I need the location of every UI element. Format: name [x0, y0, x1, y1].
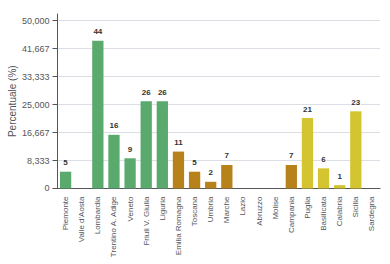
- svg-text:Lombardia: Lombardia: [93, 196, 102, 234]
- svg-text:2: 2: [208, 168, 213, 177]
- svg-text:Lazio: Lazio: [238, 196, 247, 216]
- svg-text:Marche: Marche: [222, 196, 231, 223]
- svg-text:11: 11: [174, 138, 183, 147]
- svg-text:Molise: Molise: [271, 196, 280, 220]
- svg-text:Puglia: Puglia: [303, 196, 312, 219]
- svg-text:50,000: 50,000: [22, 16, 50, 26]
- svg-text:26: 26: [158, 88, 167, 97]
- svg-text:Calabria: Calabria: [335, 196, 344, 226]
- svg-text:Sardegna: Sardegna: [367, 196, 376, 231]
- svg-text:8,333: 8,333: [27, 156, 50, 166]
- svg-text:Trentino A. Adige: Trentino A. Adige: [109, 196, 118, 257]
- svg-text:25,000: 25,000: [22, 100, 50, 110]
- svg-text:Liguria: Liguria: [158, 196, 167, 221]
- svg-text:5: 5: [192, 158, 197, 167]
- svg-text:44: 44: [93, 27, 102, 36]
- svg-text:Valle d'Aosta: Valle d'Aosta: [77, 196, 86, 242]
- svg-text:23: 23: [351, 98, 360, 107]
- svg-text:16,667: 16,667: [22, 128, 50, 138]
- svg-text:26: 26: [142, 88, 151, 97]
- svg-text:21: 21: [303, 105, 312, 114]
- svg-text:Emilia Romagna: Emilia Romagna: [174, 196, 183, 255]
- svg-text:Friuli V. Giulia: Friuli V. Giulia: [142, 196, 151, 246]
- svg-text:5: 5: [63, 158, 68, 167]
- svg-text:Abruzzo: Abruzzo: [255, 196, 264, 226]
- svg-text:7: 7: [225, 151, 230, 160]
- svg-text:33,333: 33,333: [22, 72, 50, 82]
- svg-text:Umbria: Umbria: [206, 196, 215, 222]
- svg-text:1: 1: [337, 172, 342, 181]
- svg-text:0: 0: [45, 183, 50, 193]
- svg-text:6: 6: [321, 155, 326, 164]
- svg-text:7: 7: [289, 151, 294, 160]
- svg-text:41,667: 41,667: [22, 44, 50, 54]
- svg-text:Sicilia: Sicilia: [351, 196, 360, 217]
- svg-text:Percentuale (%): Percentuale (%): [7, 65, 18, 137]
- svg-text:Basilicata: Basilicata: [319, 196, 328, 231]
- svg-text:Veneto: Veneto: [126, 196, 135, 221]
- svg-text:16: 16: [110, 121, 119, 130]
- svg-text:9: 9: [128, 145, 133, 154]
- svg-text:Campania: Campania: [287, 196, 296, 233]
- svg-text:Toscana: Toscana: [190, 196, 199, 226]
- svg-text:Piemonte: Piemonte: [61, 196, 70, 230]
